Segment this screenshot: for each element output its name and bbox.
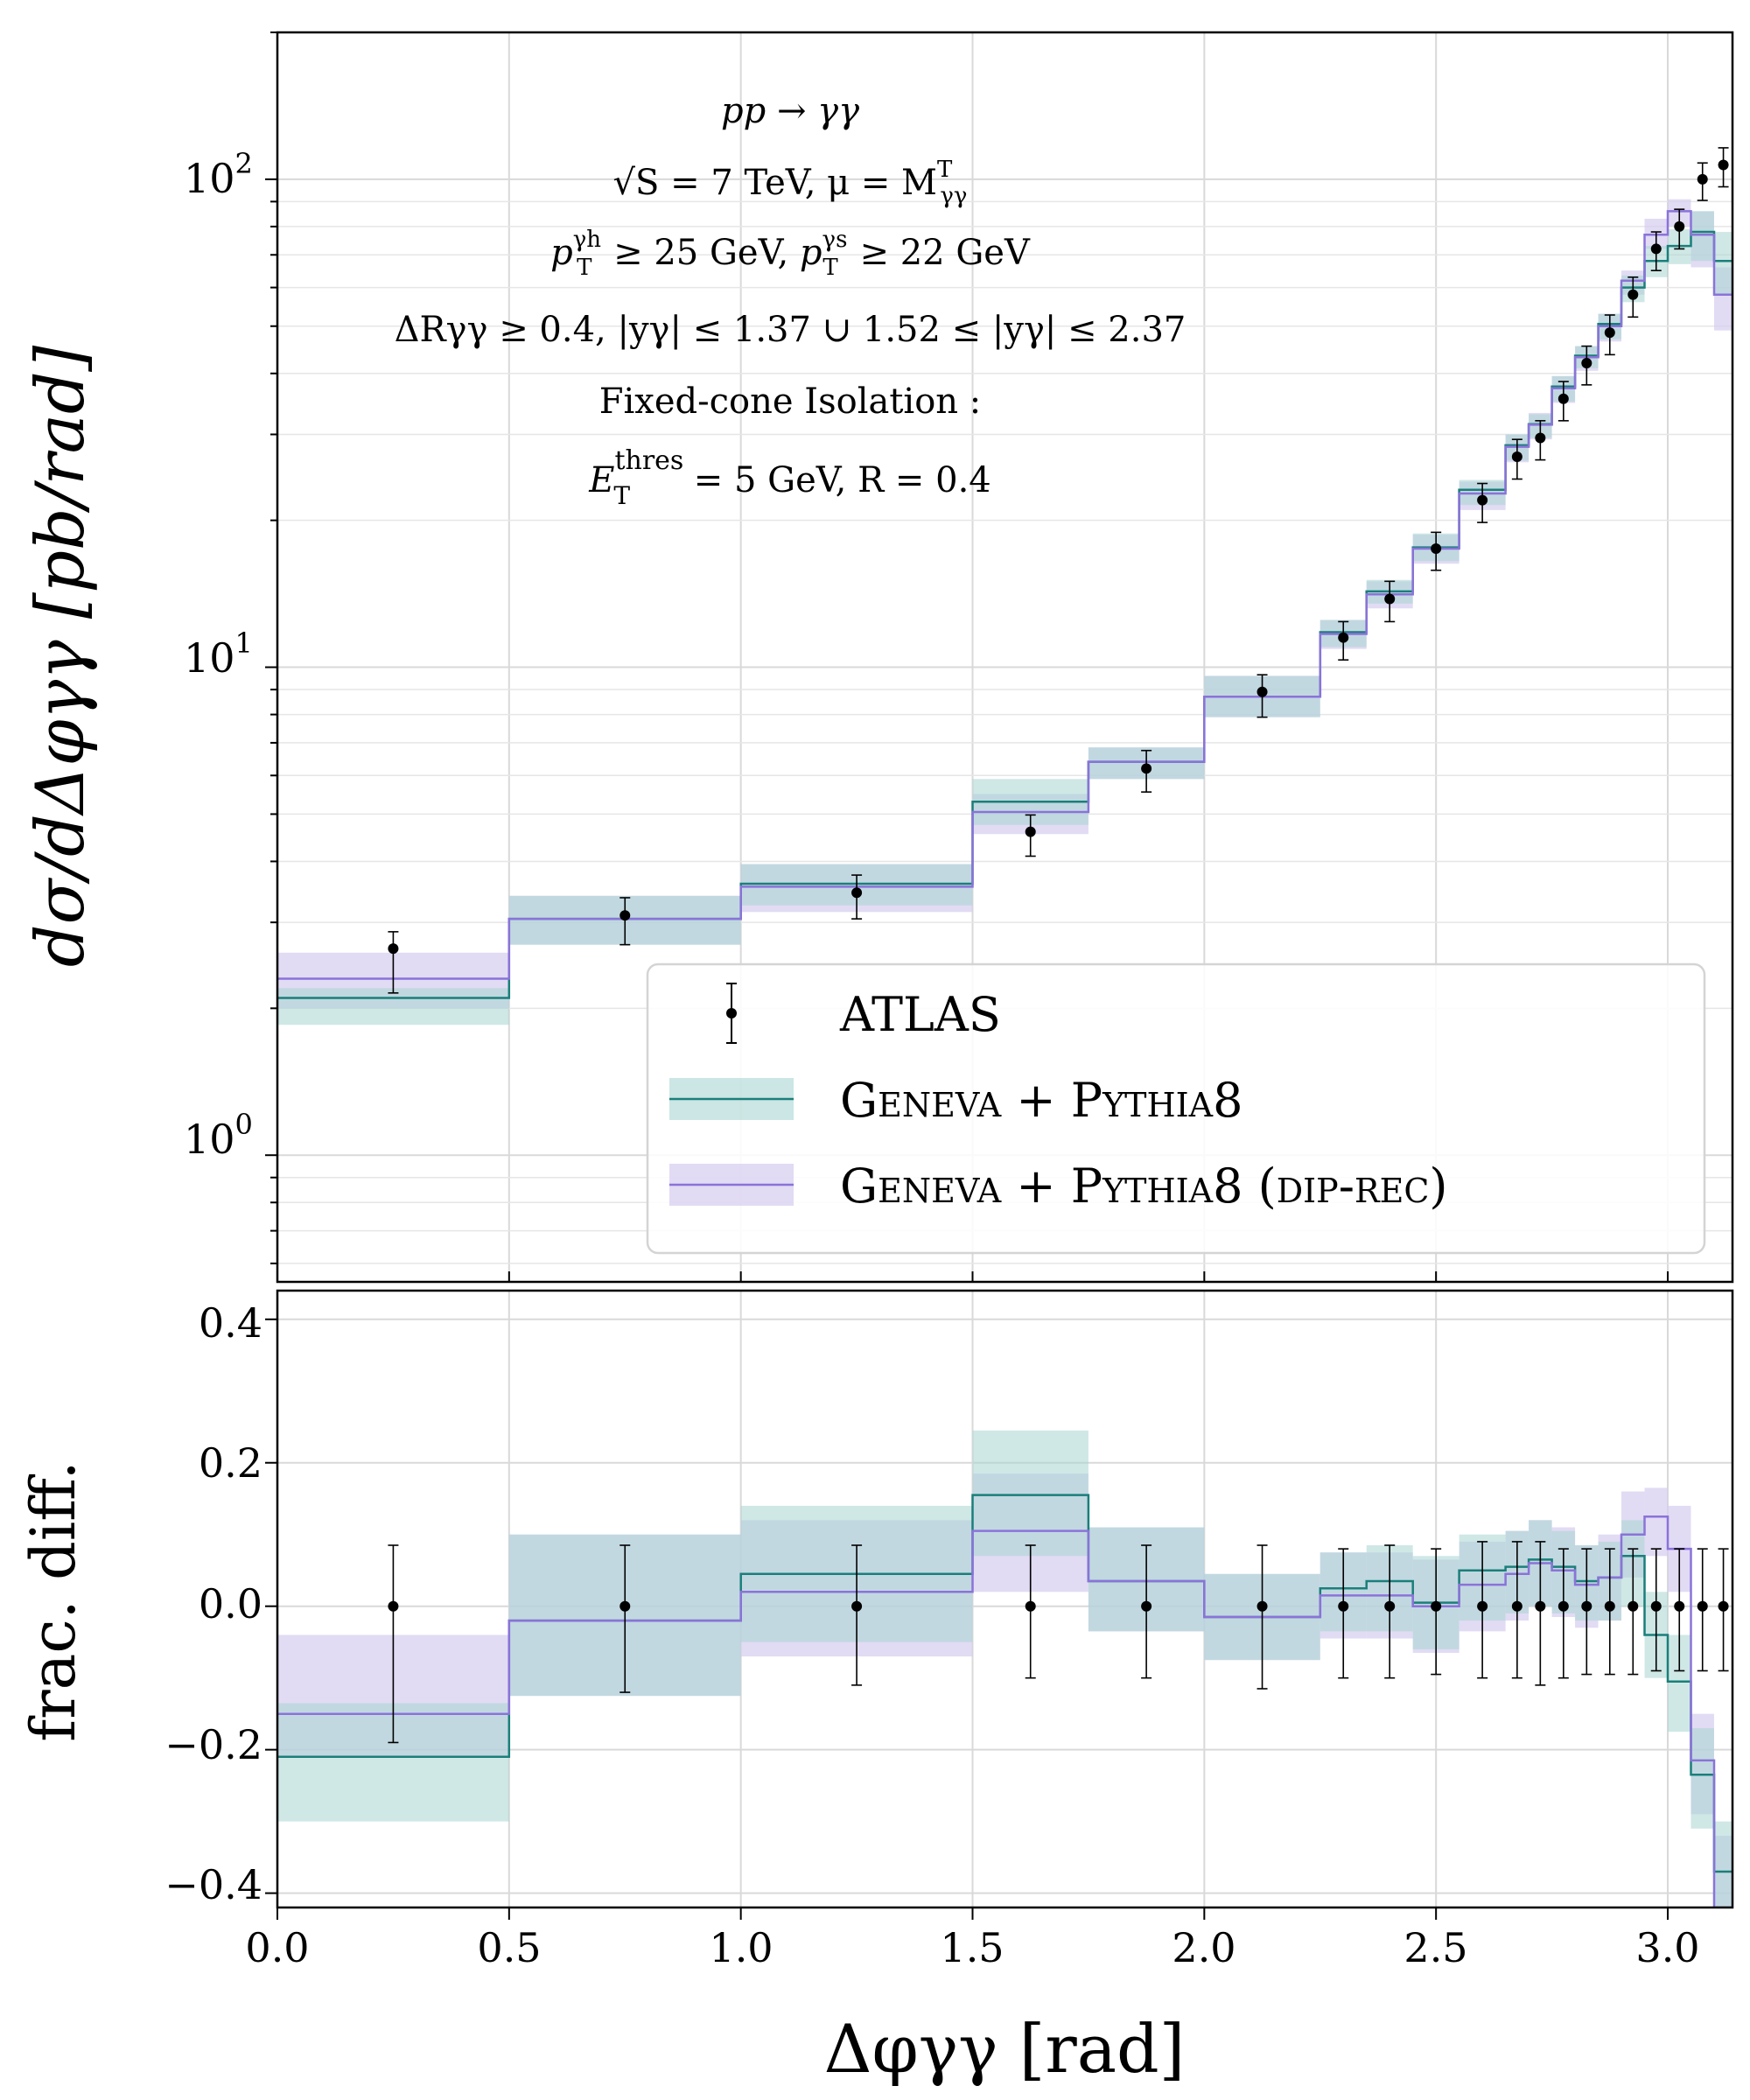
atlas-point <box>388 1600 399 1612</box>
atlas-point <box>1628 1600 1639 1612</box>
bottom-panel-plot <box>277 1430 1732 1908</box>
x-tick-label-3.0: 3.0 <box>1635 1924 1699 1971</box>
atlas-point <box>1431 543 1442 555</box>
atlas-point <box>1535 432 1546 444</box>
legend-entry-geneva: Geneva + Pythia8 <box>669 1073 1242 1128</box>
atlas-point <box>1141 763 1152 774</box>
diprec-step-line <box>277 1515 1732 1908</box>
atlas-point <box>1558 393 1569 404</box>
legend-entry-atlas: ATLAS <box>726 983 1001 1044</box>
atlas-point <box>851 887 863 899</box>
x-axis-title: Δφγγ [rad] <box>824 2010 1186 2088</box>
annotation-line-pt-cuts: pγh T ≥ 25 GeV, pγs T ≥ 22 GeV <box>550 227 1031 281</box>
top-y-tick-labels: 100 101 102 <box>184 147 253 1163</box>
legend-atlas-marker <box>726 1008 737 1018</box>
atlas-point <box>1604 1600 1615 1612</box>
atlas-point <box>1650 243 1662 255</box>
geneva-band-bin <box>1690 1728 1714 1829</box>
bottom-y-tick-labels: 0.4 0.2 0.0 −0.2 −0.4 <box>164 1299 262 1908</box>
y-tick-label-neg0.2: −0.2 <box>164 1721 262 1768</box>
atlas-point <box>1256 686 1268 697</box>
atlas-point <box>1697 173 1708 185</box>
atlas-point <box>1511 1600 1522 1612</box>
atlas-point <box>1431 1600 1442 1612</box>
bottom-panel-frame <box>276 1289 1734 1909</box>
atlas-point <box>1558 1600 1569 1612</box>
annotation-line-energy: √S = 7 TeV, μ = MT γγ <box>613 157 968 209</box>
atlas-point <box>1384 1600 1396 1612</box>
atlas-point <box>1025 826 1036 837</box>
atlas-point <box>1604 327 1615 339</box>
atlas-point <box>851 1600 863 1612</box>
atlas-point <box>1338 1600 1349 1612</box>
atlas-point <box>1477 1600 1488 1612</box>
legend: ATLAS Geneva + Pythia8 Geneva + Pythia8 … <box>646 962 1706 1255</box>
atlas-point <box>1535 1600 1546 1612</box>
annotation-line-process: pp → γγ <box>721 91 859 131</box>
atlas-point <box>1674 1600 1685 1612</box>
x-tick-label-0.0: 0.0 <box>245 1924 309 1971</box>
x-tick-label-0.5: 0.5 <box>477 1924 541 1971</box>
diprec-band-bin <box>1644 1488 1668 1557</box>
atlas-point <box>1697 1600 1708 1612</box>
atlas-point <box>620 1600 631 1612</box>
x-tick-label-1.5: 1.5 <box>940 1924 1004 1971</box>
atlas-point <box>1628 289 1639 300</box>
atlas-point <box>1581 357 1592 368</box>
atlas-point <box>1025 1600 1036 1612</box>
y-tick-label-0.2: 0.2 <box>199 1439 262 1487</box>
atlas-point <box>1718 159 1729 171</box>
bottom-y-axis-title: frac. diff. <box>18 1460 89 1742</box>
atlas-point <box>1650 1600 1662 1612</box>
top-panel-ticks <box>265 32 1669 1282</box>
atlas-point <box>1674 220 1685 232</box>
geneva-band-bin <box>277 988 509 1026</box>
y-tick-label-0.0: 0.0 <box>199 1580 262 1628</box>
process-annotation: pp → γγ √S = 7 TeV, μ = MT γγ pγh T ≥ 25 G… <box>395 91 1186 510</box>
x-tick-label-2.0: 2.0 <box>1172 1924 1236 1971</box>
bottom-panel-ticks <box>265 1318 1669 1920</box>
legend-box <box>646 962 1706 1255</box>
legend-label-geneva: Geneva + Pythia8 <box>840 1073 1242 1128</box>
atlas-point <box>1718 1600 1729 1612</box>
geneva-band-bin <box>1713 232 1732 295</box>
top-y-axis-title: dσ/dΔφγγ [pb/rad] <box>21 345 99 967</box>
atlas-point <box>1256 1600 1268 1612</box>
atlas-point <box>1384 593 1396 605</box>
atlas-point <box>1338 632 1349 643</box>
y-tick-label-neg0.4: −0.4 <box>164 1861 262 1908</box>
atlas-point <box>620 910 631 921</box>
y-tick-label-1e1: 101 <box>184 626 253 682</box>
y-tick-label-0.4: 0.4 <box>199 1299 262 1347</box>
geneva-band-bin <box>1713 1821 1732 1908</box>
legend-entry-diprec: Geneva + Pythia8 (dip-rec) <box>669 1158 1447 1214</box>
atlas-point <box>1141 1600 1152 1612</box>
legend-label-diprec: Geneva + Pythia8 (dip-rec) <box>840 1158 1447 1214</box>
x-tick-labels: 0.0 0.5 1.0 1.5 2.0 2.5 3.0 <box>245 1924 1699 1971</box>
legend-label-atlas: ATLAS <box>839 987 1001 1042</box>
x-tick-label-1.0: 1.0 <box>709 1924 773 1971</box>
annotation-line-rapidity: ΔRγγ ≥ 0.4, |yγ| ≤ 1.37 ∪ 1.52 ≤ |yγ| ≤ … <box>395 310 1186 350</box>
top-panel-plot <box>277 147 1732 1026</box>
atlas-point <box>1477 494 1488 506</box>
geneva-band-bin <box>972 1430 1088 1557</box>
atlas-point <box>388 943 399 955</box>
y-tick-label-1e2: 102 <box>184 147 253 202</box>
geneva-band-bin <box>1690 211 1714 262</box>
annotation-line-threshold: Ethres T = 5 GeV, R = 0.4 <box>588 445 991 510</box>
annotation-line-isolation: Fixed-cone Isolation : <box>599 382 981 422</box>
atlas-point <box>1581 1600 1592 1612</box>
top-panel-frame <box>276 31 1734 1284</box>
x-tick-label-2.5: 2.5 <box>1404 1924 1467 1971</box>
y-tick-label-1e0: 100 <box>184 1108 253 1163</box>
atlas-point <box>1511 451 1522 462</box>
